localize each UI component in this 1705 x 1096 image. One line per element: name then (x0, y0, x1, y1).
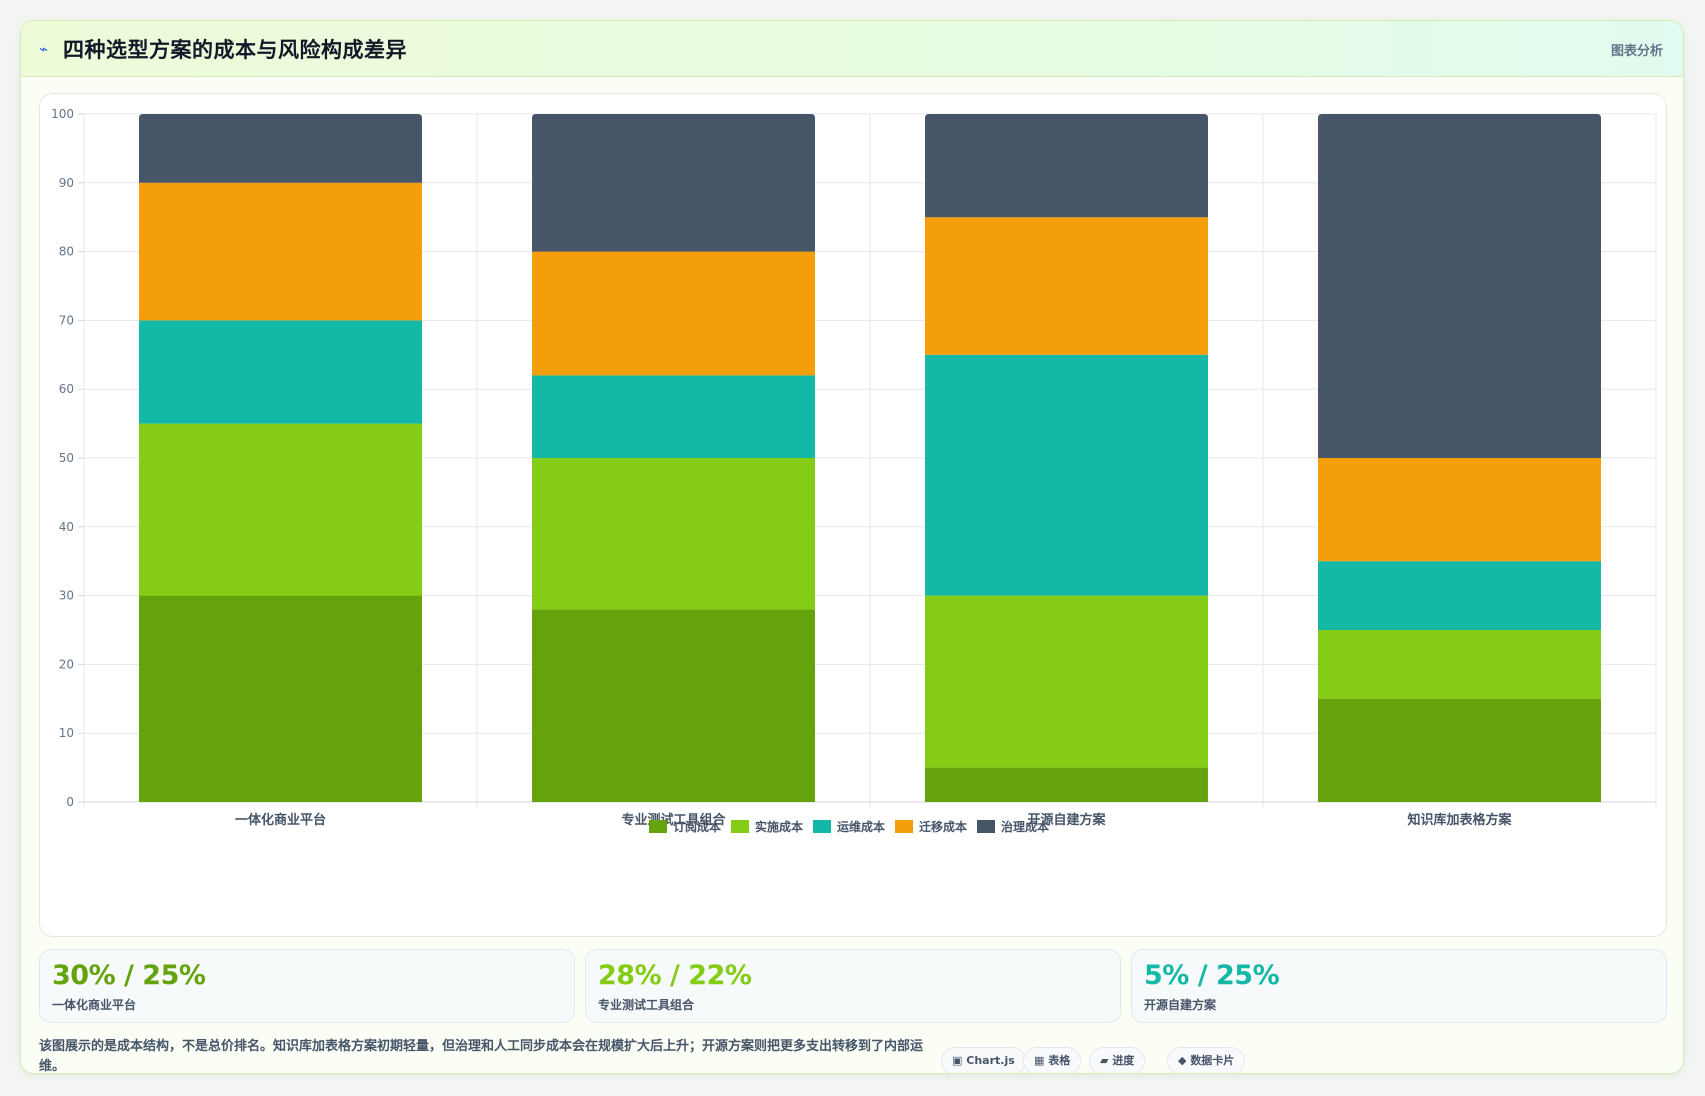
stat-label: 开源自建方案 (1144, 998, 1217, 1012)
pill-progress[interactable]: ▰ 进度 (1089, 1047, 1146, 1073)
pill-table[interactable]: ▦ 表格 (1023, 1047, 1082, 1073)
stat-label: 专业测试工具组合 (598, 998, 695, 1012)
x-tick-label: 一体化商业平台 (235, 812, 326, 828)
pill-label: 进度 (1112, 1054, 1135, 1067)
stat-label: 一体化商业平台 (52, 998, 137, 1012)
y-tick-label: 10 (59, 726, 74, 740)
legend-swatch (813, 820, 831, 833)
y-tick-label: 70 (59, 313, 74, 327)
chart-icon: ▣ (952, 1054, 963, 1067)
legend-label: 治理成本 (1001, 819, 1049, 834)
x-tick-label: 专业测试工具组合 (621, 812, 726, 828)
y-tick-label: 40 (59, 520, 74, 534)
bar-segment (1318, 698, 1601, 802)
pill-label: 数据卡片 (1190, 1054, 1235, 1067)
bar-segment (139, 114, 422, 183)
y-tick-label: 30 (59, 589, 74, 603)
stat-value: 5% / 25% (1144, 960, 1280, 991)
pill-data-card[interactable]: ◆ 数据卡片 (1167, 1047, 1246, 1073)
bar-segment (925, 354, 1208, 596)
card-header: ⌁ 四种选型方案的成本与风险构成差异 图表分析 (21, 21, 1683, 77)
stat-card: 30% / 25% 一体化商业平台 (39, 949, 575, 1023)
diamond-icon: ◆ (1178, 1054, 1187, 1067)
bar-segment (1318, 458, 1601, 562)
x-tick-label: 开源自建方案 (1027, 812, 1106, 828)
y-tick-label: 80 (59, 245, 74, 259)
bar-segment (532, 375, 815, 458)
bar-segment (1318, 114, 1601, 458)
stat-card: 5% / 25% 开源自建方案 (1131, 949, 1667, 1023)
bar-segment (139, 423, 422, 596)
bar-segment (139, 320, 422, 424)
bar-segment (532, 609, 815, 802)
stat-cards: 30% / 25% 一体化商业平台 28% / 22% 专业测试工具组合 5% … (39, 949, 1667, 1023)
legend-label: 订阅成本 (673, 819, 721, 834)
y-tick-label: 60 (59, 382, 74, 396)
pill-label: Chart.js (966, 1054, 1015, 1067)
lightning-icon: ⌁ (39, 40, 49, 58)
bar-segment (1318, 561, 1601, 630)
bar-segment (139, 182, 422, 321)
bar-segment (925, 217, 1208, 355)
y-tick-label: 90 (59, 176, 74, 190)
footer-note: 该图展示的是成本结构，不是总价排名。知识库加表格方案初期轻量，但治理和人工同步成… (39, 1039, 924, 1074)
pill-label: 表格 (1048, 1054, 1071, 1067)
bar-segment (532, 251, 815, 376)
legend-swatch (731, 820, 749, 833)
pill-chartjs[interactable]: ▣ Chart.js (941, 1047, 1026, 1073)
bar-segment (532, 458, 815, 610)
legend-label: 运维成本 (837, 819, 885, 834)
legend-swatch (649, 820, 667, 833)
bar-segment (139, 595, 422, 802)
bar-segment (925, 114, 1208, 218)
y-tick-label: 100 (51, 107, 74, 121)
legend-swatch (895, 820, 913, 833)
chart-panel: 0 10 20 30 40 50 60 70 80 90 100 一体化商业平台 专业测试工具组合 开源自… (39, 93, 1667, 937)
bar-segment (925, 595, 1208, 768)
stat-card: 28% / 22% 专业测试工具组合 (585, 949, 1121, 1023)
bar-segment (1318, 630, 1601, 699)
legend-swatch (977, 820, 995, 833)
legend-label: 迁移成本 (919, 819, 967, 834)
y-tick-label: 0 (66, 795, 74, 809)
legend-label: 实施成本 (755, 819, 803, 834)
chart-card: ⌁ 四种选型方案的成本与风险构成差异 图表分析 0 10 20 30 40 50 60 70 8… (20, 20, 1684, 1074)
stacked-bar-chart: 0 10 20 30 40 50 60 70 80 90 100 一体化商业平台 专业测试工具组合 开源自… (51, 107, 1657, 834)
y-tick-label: 20 (59, 657, 74, 671)
stat-value: 30% / 25% (52, 960, 206, 991)
y-tick-label: 50 (59, 451, 74, 465)
chart-title: 四种选型方案的成本与风险构成差异 (63, 38, 407, 62)
table-icon: ▦ (1034, 1054, 1045, 1067)
header-tag: 图表分析 (1610, 44, 1663, 59)
x-tick-label: 知识库加表格方案 (1407, 812, 1512, 828)
bar-segment (532, 114, 815, 252)
bar-segment (925, 767, 1208, 802)
progress-icon: ▰ (1100, 1054, 1109, 1067)
stat-value: 28% / 22% (598, 960, 752, 991)
